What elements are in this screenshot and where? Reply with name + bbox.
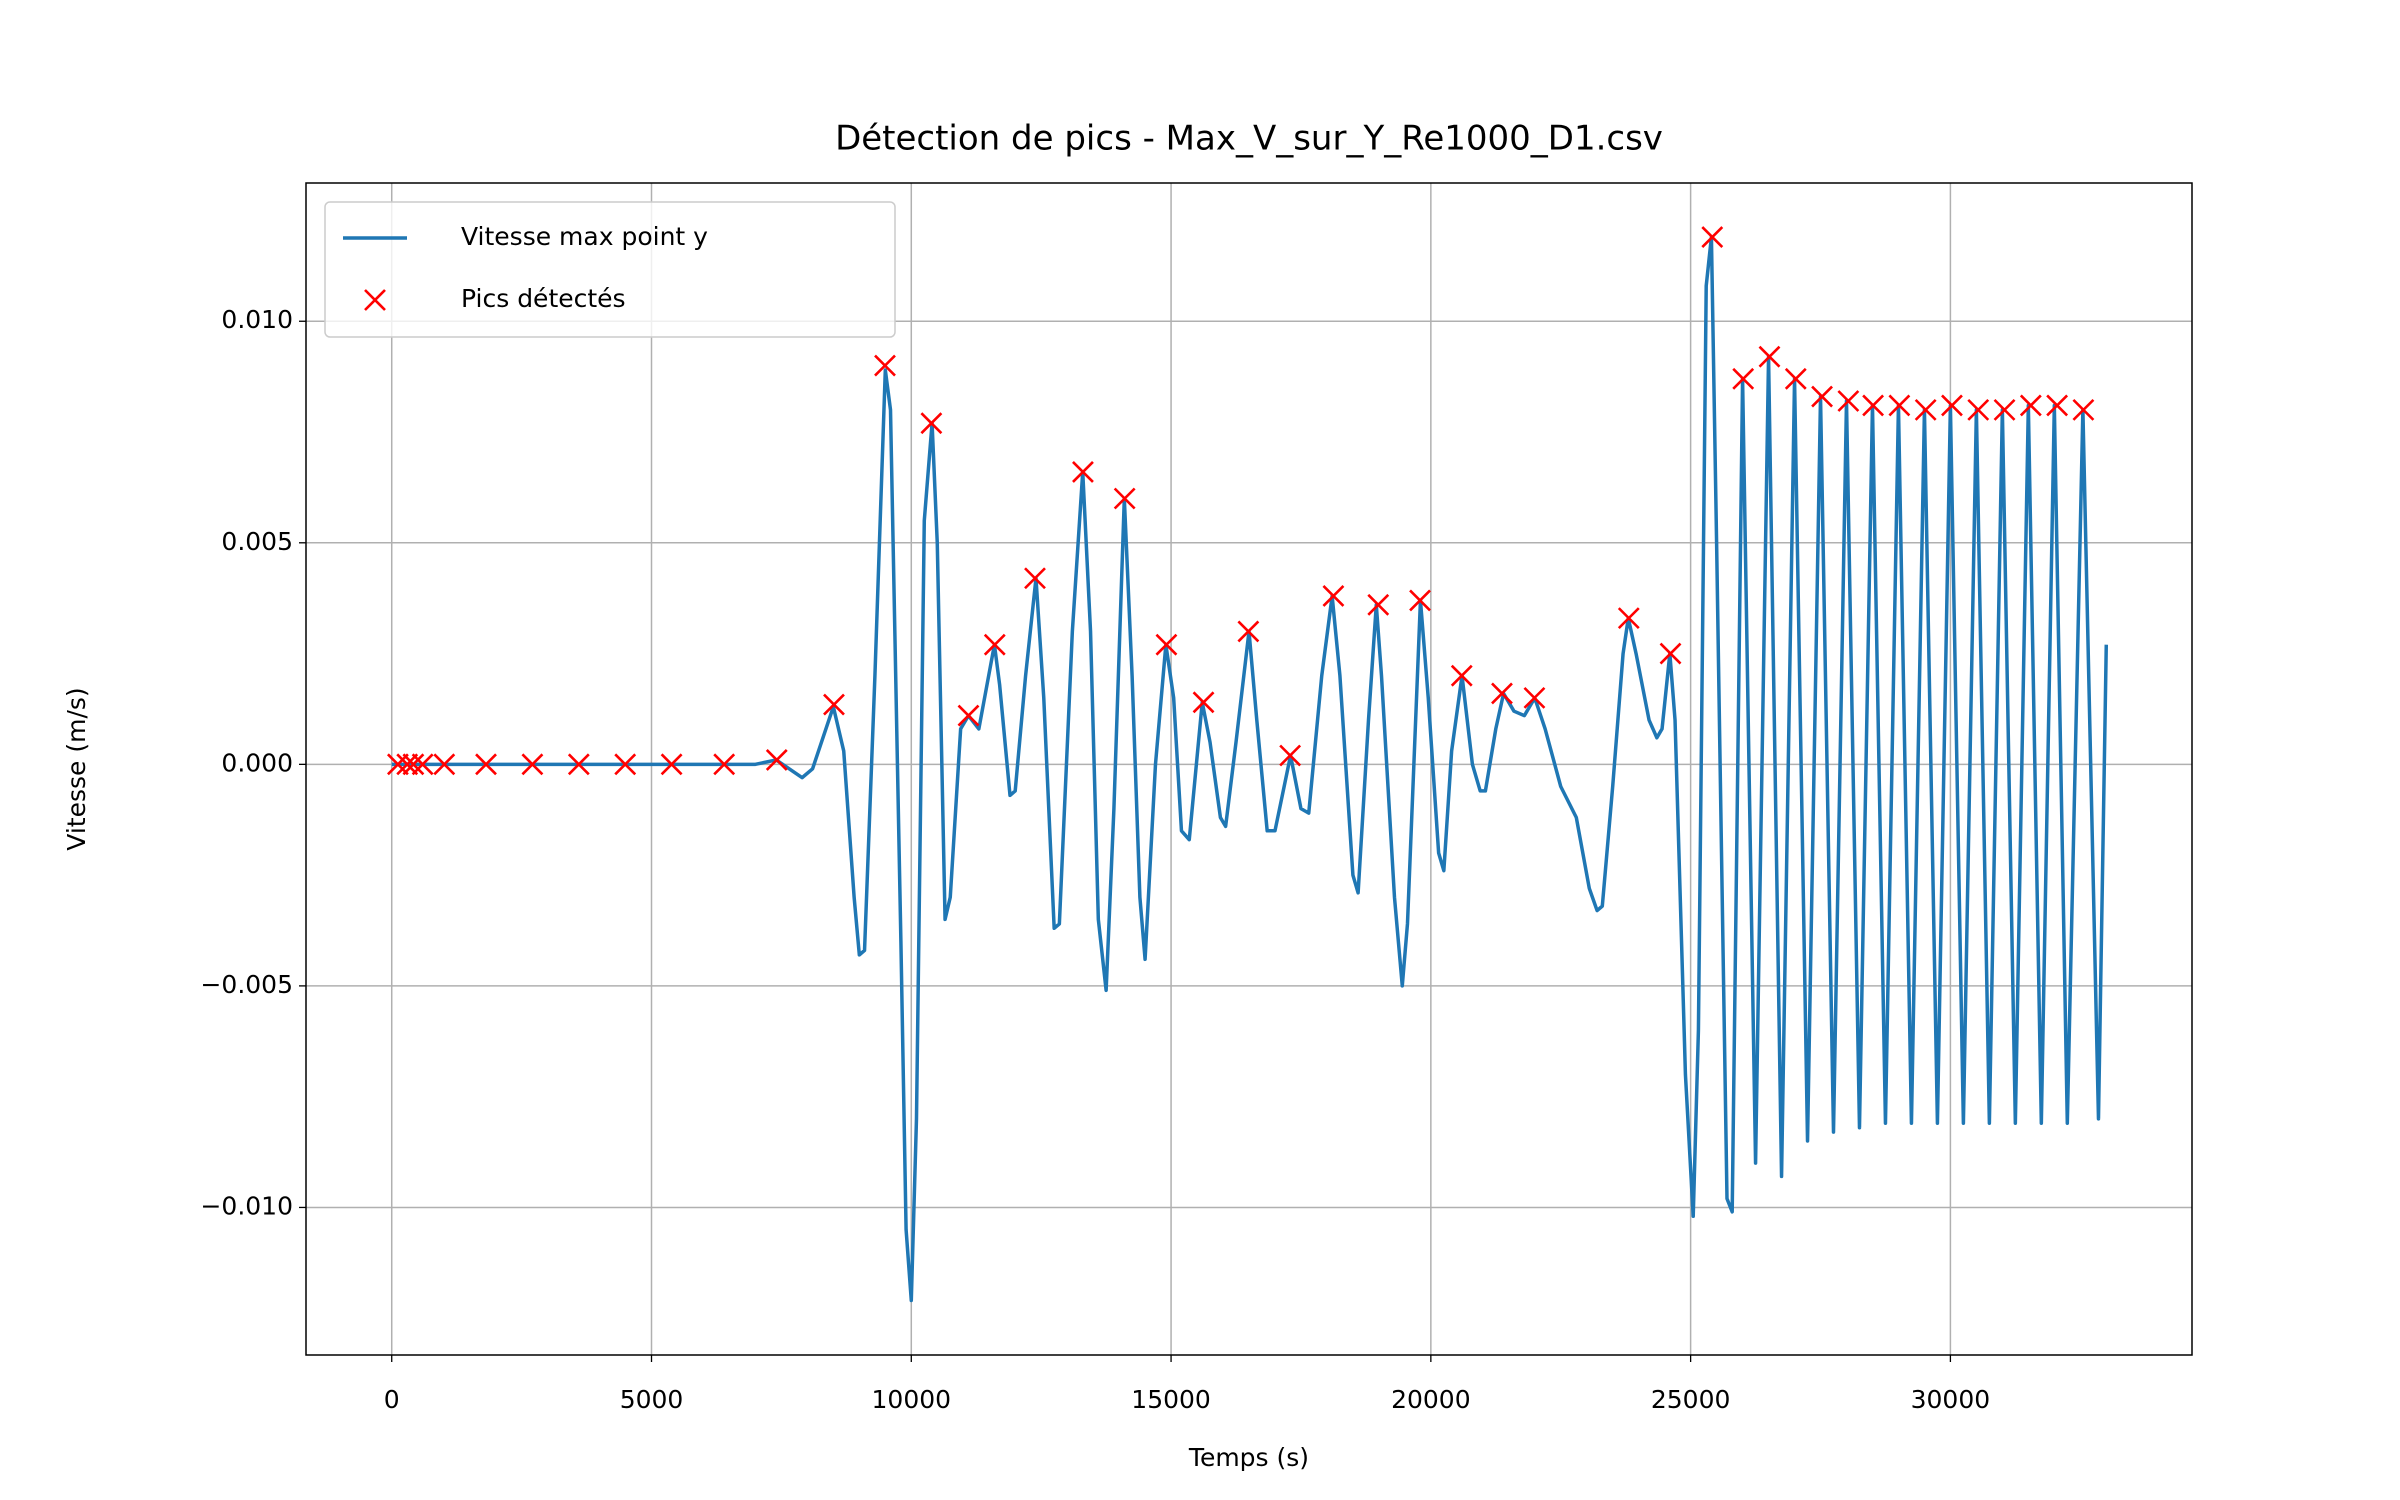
peak-marker <box>1758 345 1781 368</box>
peak-marker <box>2072 398 2095 421</box>
x-tick-label: 0 <box>384 1385 400 1414</box>
peak-marker <box>1113 487 1136 510</box>
peak-marker <box>1192 691 1215 714</box>
peak-marker <box>1409 589 1431 612</box>
peak-marker <box>957 704 980 727</box>
y-tick-label: 0.005 <box>221 527 293 556</box>
x-tick-label: 20000 <box>1391 1385 1471 1414</box>
peak-marker <box>983 633 1006 656</box>
peak-marker <box>1237 620 1260 643</box>
peak-marker <box>765 748 788 771</box>
peak-marker <box>920 412 943 435</box>
peak-marker <box>1701 226 1724 248</box>
y-tick-label: −0.005 <box>200 970 293 999</box>
y-tick-label: 0.000 <box>221 748 293 777</box>
x-tick-label: 5000 <box>620 1385 684 1414</box>
peak-marker <box>1450 664 1473 687</box>
peak-marker <box>567 753 590 776</box>
peak-marker <box>1155 633 1178 656</box>
peak-marker <box>823 693 845 716</box>
peak-marker <box>1024 567 1046 590</box>
peak-marker <box>1967 398 1990 421</box>
peak-marker <box>402 753 425 776</box>
peak-marker <box>1941 394 1963 417</box>
x-tick-label: 10000 <box>872 1385 952 1414</box>
peak-marker <box>1784 367 1807 390</box>
legend-label: Vitesse max point y <box>461 222 708 251</box>
peak-marker <box>1367 593 1390 616</box>
peak-marker <box>1837 390 1860 412</box>
y-tick-label: −0.010 <box>200 1191 293 1220</box>
peak-marker <box>1491 682 1513 705</box>
peak-marker <box>713 753 736 776</box>
peak-marker <box>433 753 456 776</box>
peak-marker <box>1523 686 1546 709</box>
peak-marker <box>521 753 544 776</box>
peak-marker <box>1617 607 1640 630</box>
peak-marker <box>411 753 434 776</box>
peak-marker <box>386 753 409 776</box>
peak-marker <box>1322 585 1345 607</box>
peak-marker <box>660 753 683 776</box>
peak-marker <box>1914 398 1937 421</box>
peak-marker <box>2046 394 2069 417</box>
legend-box <box>324 201 896 338</box>
peak-marker <box>874 354 896 377</box>
y-axis-label: Vitesse (m/s) <box>62 687 91 850</box>
legend: Vitesse max point y Pics détectés <box>324 201 896 338</box>
plot-frame <box>305 182 2193 1356</box>
peak-marker <box>1659 642 1682 665</box>
peak-marker <box>1072 460 1094 483</box>
x-axis-label: Temps (s) <box>1188 1443 1309 1472</box>
x-tick-label: 30000 <box>1911 1385 1991 1414</box>
x-tick-label: 25000 <box>1651 1385 1731 1414</box>
peak-marker <box>1888 394 1911 417</box>
peak-marker <box>1811 385 1833 408</box>
peak-marker <box>396 753 419 776</box>
legend-marker <box>364 289 386 311</box>
peak-marker <box>1279 744 1302 767</box>
peak-marker <box>475 753 497 776</box>
y-tick-label: 0.010 <box>221 305 293 334</box>
peak-marker <box>1862 394 1885 417</box>
x-tick-label: 15000 <box>1131 1385 1211 1414</box>
peak-marker <box>614 753 637 776</box>
chart-title: Détection de pics - Max_V_sur_Y_Re1000_D… <box>835 119 1663 159</box>
peak-marker <box>1732 367 1755 390</box>
peak-marker <box>2019 394 2042 417</box>
legend-label: Pics détectés <box>461 284 626 313</box>
peak-marker <box>1993 398 2016 421</box>
